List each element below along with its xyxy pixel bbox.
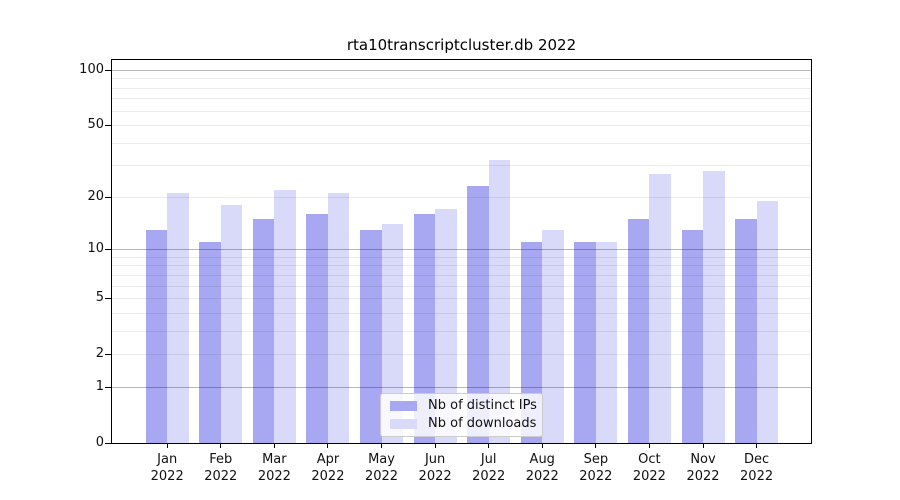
minor-gridline: [112, 256, 811, 258]
major-gridline: [112, 386, 811, 388]
bar-downloads: [756, 200, 779, 443]
y-tick-label: 1: [95, 378, 104, 394]
bar-downloads: [649, 173, 671, 443]
minor-gridline: [112, 87, 811, 89]
minor-gridline: [112, 78, 811, 80]
bar-distinct-ips: [413, 214, 436, 443]
y-tick-mark: [105, 70, 112, 71]
minor-gridline: [112, 265, 811, 267]
x-tick-label: Mar 2022: [257, 452, 291, 484]
legend-label-distinct-ips: Nb of distinct IPs: [428, 398, 537, 413]
bar-downloads: [220, 205, 243, 443]
x-tick-mark: [702, 443, 704, 448]
bar-distinct-ips: [520, 242, 543, 443]
legend-item-distinct-ips: Nb of distinct IPs: [390, 398, 537, 414]
x-tick-label: Jan 2022: [150, 452, 184, 484]
minor-gridline: [112, 298, 811, 300]
y-tick-mark: [105, 125, 112, 127]
bar-downloads: [381, 224, 404, 443]
y-tick-mark: [105, 196, 112, 198]
y-tick-label: 10: [87, 241, 104, 257]
x-tick-label: Nov 2022: [686, 452, 720, 484]
bar-downloads: [274, 189, 296, 443]
bar-distinct-ips: [627, 218, 650, 443]
bar-distinct-ips: [199, 242, 221, 443]
x-tick-label: May 2022: [364, 452, 399, 484]
y-tick-label: 5: [95, 290, 104, 306]
major-gridline: [112, 70, 811, 71]
x-tick-label: Sep 2022: [579, 452, 613, 484]
bar-distinct-ips: [574, 242, 596, 443]
bars-layer: [112, 60, 811, 443]
x-tick-label: Apr 2022: [311, 452, 345, 484]
minor-gridline: [112, 354, 811, 356]
y-tick-label: 2: [95, 346, 104, 362]
legend-item-downloads: Nb of downloads: [390, 416, 537, 432]
bar-distinct-ips: [681, 229, 703, 443]
y-tick-label: 100: [79, 62, 104, 77]
legend-swatch-distinct-ips-icon: [390, 401, 417, 411]
x-tick-mark: [381, 443, 383, 448]
legend-swatch-downloads-icon: [390, 419, 417, 429]
bar-downloads: [703, 170, 725, 443]
x-tick-mark: [488, 443, 490, 448]
bar-distinct-ips: [735, 218, 757, 443]
x-tick-mark: [595, 443, 597, 448]
minor-gridline: [112, 196, 811, 198]
x-tick-label: Feb 2022: [204, 452, 238, 484]
minor-gridline: [112, 165, 811, 167]
legend-label-downloads: Nb of downloads: [428, 416, 537, 431]
grid-layer: [112, 60, 811, 443]
bar-downloads: [488, 160, 511, 443]
x-tick-mark: [327, 443, 329, 448]
x-tick-mark: [434, 443, 436, 448]
bar-downloads: [327, 193, 350, 443]
x-tick-mark: [220, 443, 222, 448]
bar-downloads: [542, 229, 564, 443]
minor-gridline: [112, 312, 811, 314]
x-tick-mark: [756, 443, 758, 448]
x-tick-label: Jul 2022: [472, 452, 506, 484]
x-tick-mark: [273, 443, 275, 448]
minor-gridline: [112, 142, 811, 144]
y-tick-mark: [105, 298, 112, 300]
y-tick-label: 20: [87, 188, 104, 204]
y-tick-mark: [105, 386, 112, 388]
y-tick-mark: [105, 249, 112, 251]
y-tick-label: 0: [95, 435, 104, 450]
minor-gridline: [112, 274, 811, 276]
bar-downloads: [595, 242, 618, 443]
x-tick-mark: [166, 443, 168, 448]
x-tick-mark: [648, 443, 650, 448]
bar-downloads: [167, 193, 189, 443]
bar-distinct-ips: [145, 229, 168, 443]
x-tick-label: Aug 2022: [525, 452, 559, 484]
x-tick-label: Oct 2022: [632, 452, 666, 484]
y-tick-mark: [105, 443, 112, 444]
plot-area: Nb of distinct IPs Nb of downloads: [111, 59, 812, 444]
y-tick-label: 50: [87, 117, 104, 133]
x-tick-mark: [541, 443, 543, 448]
bar-distinct-ips: [360, 229, 382, 443]
minor-gridline: [112, 330, 811, 332]
bar-downloads: [435, 209, 457, 443]
x-tick-label: Dec 2022: [740, 452, 774, 484]
minor-gridline: [112, 125, 811, 127]
major-gridline: [112, 249, 811, 251]
minor-gridline: [112, 98, 811, 100]
bar-distinct-ips: [306, 214, 328, 443]
x-tick-label: Jun 2022: [418, 452, 452, 484]
minor-gridline: [112, 285, 811, 287]
bar-distinct-ips: [252, 218, 275, 443]
legend: Nb of distinct IPs Nb of downloads: [380, 393, 543, 437]
y-tick-mark: [105, 354, 112, 356]
minor-gridline: [112, 110, 811, 112]
bar-distinct-ips: [467, 186, 489, 443]
chart-title: rta10transcriptcluster.db 2022: [346, 36, 577, 54]
